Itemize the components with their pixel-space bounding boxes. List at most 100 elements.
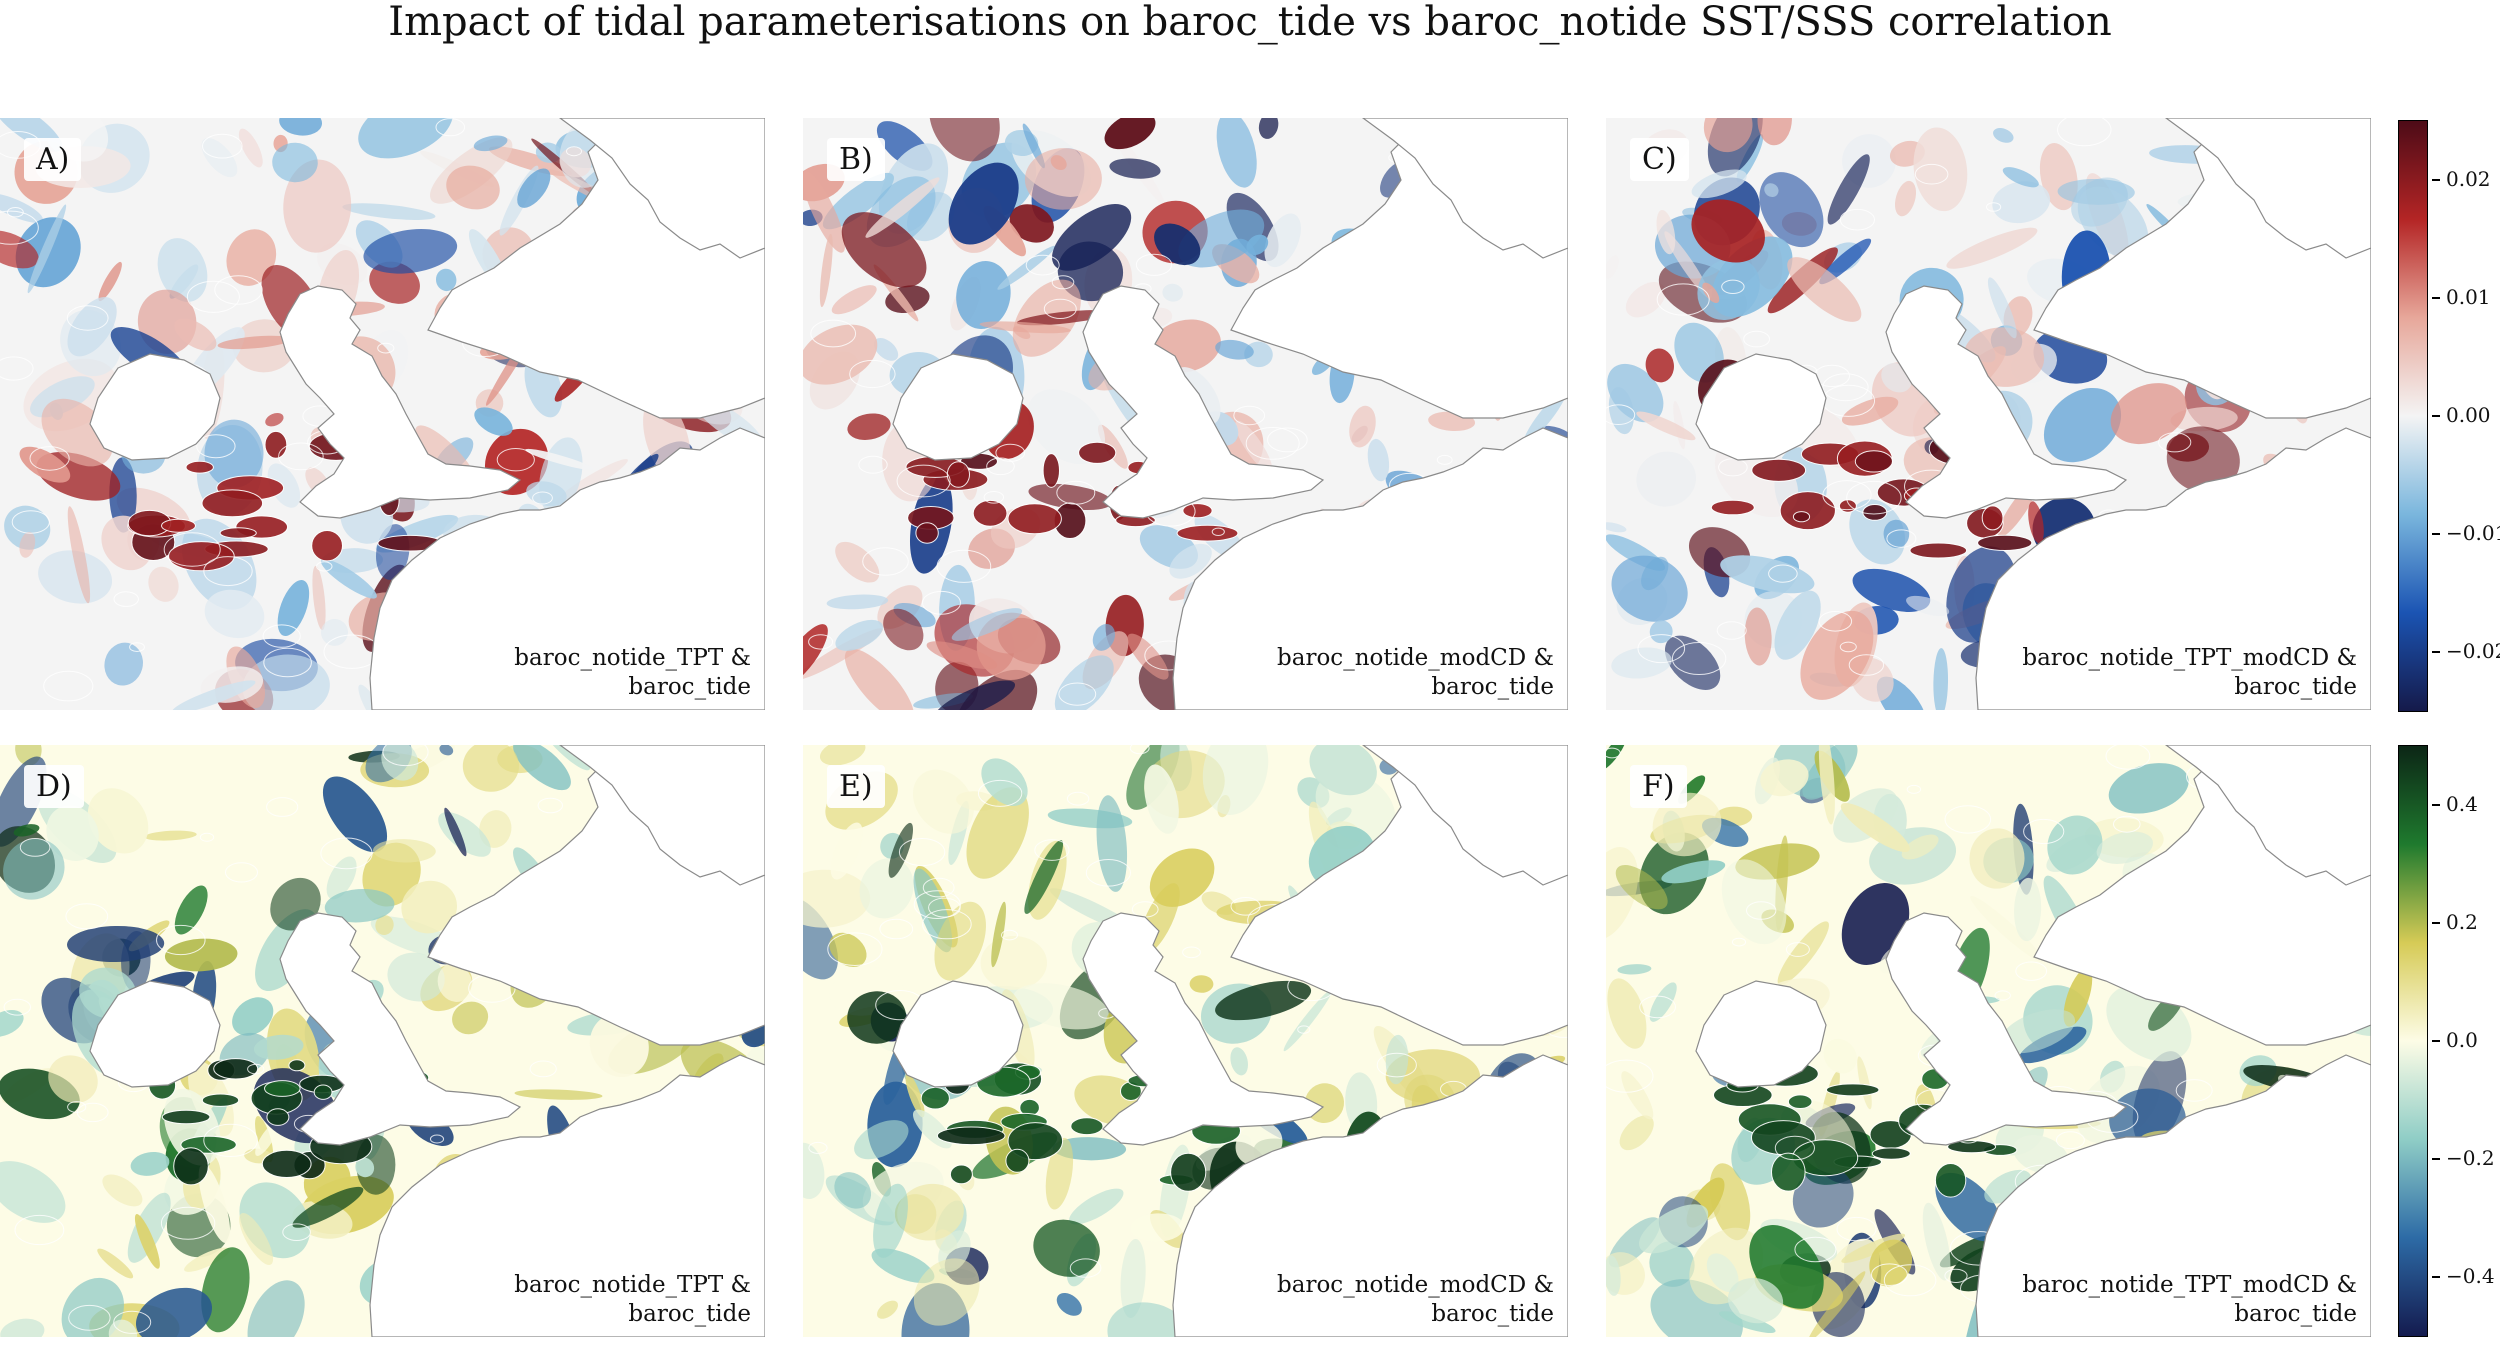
contour-line (6, 207, 24, 218)
landmass (1082, 912, 1325, 1146)
anomaly-blob (277, 580, 310, 636)
contour-line (1743, 330, 1771, 348)
contour-line (1034, 839, 1070, 861)
anomaly-blob (67, 297, 117, 357)
anomaly-blob (87, 788, 149, 854)
contour-line (202, 133, 243, 159)
anomaly-hotspot (1947, 1140, 1997, 1154)
anomaly-hotspot (219, 527, 257, 539)
contour-line (1656, 283, 1710, 316)
anomaly-blob (1617, 964, 1652, 975)
anomaly-blob (835, 619, 883, 651)
anomaly-blob (912, 769, 974, 834)
anomaly-blob (444, 807, 467, 857)
anomaly-blob (373, 839, 436, 863)
anomaly-blob (847, 991, 907, 1044)
landmass (369, 745, 765, 1337)
anomaly-blob (2170, 406, 2238, 432)
anomaly-blob (1625, 282, 1666, 318)
anomaly-blob (1721, 859, 1787, 945)
anomaly-blob (0, 1318, 45, 1337)
anomaly-hotspot (261, 1149, 312, 1178)
contour-line (113, 1310, 152, 1334)
anomaly-blob (1309, 745, 1377, 796)
anomaly-hotspot (949, 1164, 973, 1185)
panel-caption: baroc_notide_TPT & baroc_tide (514, 1272, 751, 1327)
anomaly-blob (830, 822, 863, 880)
anomaly-blob (1827, 154, 1870, 225)
anomaly-blob (1727, 1277, 1784, 1324)
anomaly-blob (525, 448, 594, 470)
anomaly-blob (831, 285, 877, 315)
contour-line (278, 442, 324, 471)
contour-line (808, 1141, 828, 1154)
anomaly-blob (1215, 980, 1312, 1021)
anomaly-hotspot (173, 1147, 209, 1186)
contour-line (532, 491, 553, 505)
anomaly-blob (312, 565, 326, 631)
contour-line (1774, 1135, 1815, 1161)
anomaly-blob (1235, 420, 1273, 473)
anomaly-blob (102, 1174, 143, 1207)
contour-line (0, 356, 34, 381)
contour-line (1051, 275, 1075, 290)
anomaly-blob (1636, 451, 1696, 507)
anomaly-blob (897, 1183, 964, 1241)
colorbar-tick-label: 0.4 (2432, 792, 2478, 816)
contour-line (435, 118, 466, 137)
contour-line (898, 838, 946, 867)
anomaly-blob (363, 229, 458, 274)
colorbar-tick-label: −0.4 (2432, 1264, 2495, 1288)
anomaly-blob (2108, 763, 2189, 814)
contour-line (1883, 1264, 1937, 1297)
contour-line (1436, 454, 1453, 465)
anomaly-hotspot (288, 1059, 306, 1072)
contour-line (1822, 373, 1869, 402)
land-mask (89, 118, 765, 710)
contour-line (1794, 1236, 1837, 1263)
anomaly-blob (13, 824, 40, 837)
contour-line (1245, 427, 1300, 460)
anomaly-blob (1069, 1188, 1124, 1225)
anomaly-blob (803, 324, 878, 385)
sss-colorbar (2398, 745, 2428, 1337)
anomaly-blob (1033, 1219, 1100, 1277)
contour-line (1746, 901, 1777, 920)
anomaly-blob (2063, 967, 2093, 1027)
landmass (279, 285, 522, 519)
anomaly-blob (435, 268, 457, 292)
contour-line (2055, 1131, 2085, 1150)
anomaly-blob (134, 1214, 160, 1269)
anomaly-blob (48, 1055, 98, 1104)
anomaly-blob (1649, 1241, 1695, 1287)
anomaly-blob (19, 531, 36, 558)
contour-line (113, 591, 139, 607)
panel-label: D) (24, 765, 84, 808)
anomaly-hotspot (264, 1080, 301, 1097)
anomaly-blob (951, 608, 1023, 641)
anomaly-blob (0, 1010, 24, 1037)
anomaly-hotspot (264, 430, 288, 459)
anomaly-blob (97, 1248, 134, 1279)
panel-label: B) (827, 138, 885, 181)
contour-line (1721, 279, 1745, 295)
anomaly-blob (888, 822, 913, 878)
contour-line (1135, 253, 1173, 276)
anomaly-blob (1054, 655, 1114, 710)
anomaly-blob (991, 901, 1006, 968)
anomaly-blob (27, 204, 67, 294)
anomaly-blob (1664, 231, 1711, 299)
contour-line (11, 510, 50, 534)
anomaly-blob (1270, 759, 1286, 780)
anomaly-blob (61, 1277, 124, 1337)
panel-a-map (0, 118, 765, 710)
anomaly-blob (446, 165, 500, 210)
anomaly-blob (67, 506, 91, 604)
anomaly-hotspot (1862, 504, 1888, 521)
anomaly-blob (819, 233, 833, 308)
anomaly-blob (1883, 519, 1910, 549)
anomaly-blob (559, 147, 592, 178)
contour-line (1606, 1059, 1654, 1093)
anomaly-blob (174, 885, 208, 935)
anomaly-blob (1162, 283, 1183, 302)
